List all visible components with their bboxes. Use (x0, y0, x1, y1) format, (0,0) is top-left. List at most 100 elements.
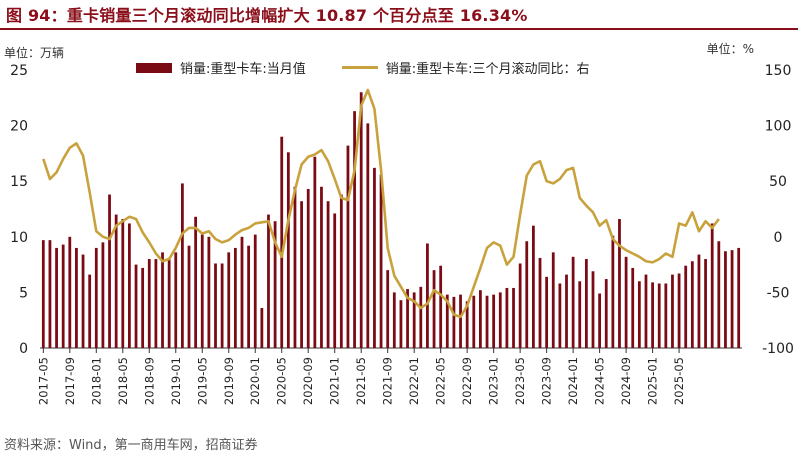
bar-mark (651, 282, 654, 348)
title-rule (0, 28, 798, 30)
bar-mark (551, 252, 555, 348)
bar-mark (498, 292, 502, 348)
left-axis-tick-label: 5 (19, 285, 28, 301)
x-axis-tick-label: 2021-01 (328, 357, 342, 405)
bar-mark (558, 283, 562, 348)
bar-mark (121, 219, 125, 348)
right-axis-tick-label: -100 (762, 341, 794, 357)
bar-mark (704, 259, 707, 348)
bar-mark (55, 247, 58, 348)
bar-mark (353, 111, 356, 348)
bar-mark (293, 186, 297, 348)
bar-mark (220, 263, 224, 348)
x-axis-tick-label: 2024-09 (619, 357, 633, 405)
bar-mark (68, 236, 72, 348)
x-axis-tick-label: 2021-05 (354, 357, 368, 405)
legend-bar-swatch (136, 62, 172, 73)
x-axis-tick-label: 2024-05 (593, 357, 607, 405)
bar-mark (565, 274, 568, 348)
x-axis-tick-label: 2020-09 (301, 357, 315, 405)
bar-mark (273, 221, 277, 348)
bar-mark (247, 245, 250, 348)
bar-mark (532, 225, 535, 348)
bar-mark (412, 292, 416, 348)
bar-mark (598, 293, 601, 348)
bar-mark (591, 271, 595, 348)
bar-mark (611, 235, 615, 348)
bar-mark (657, 283, 661, 348)
bar-mark (41, 240, 45, 348)
bar-mark (677, 273, 681, 348)
x-axis-tick-label: 2021-09 (381, 357, 395, 405)
x-axis-tick-label: 2022-05 (434, 357, 448, 405)
bar-mark (101, 242, 105, 348)
bar-mark (671, 274, 674, 348)
right-axis-tick-label: 50 (769, 174, 787, 190)
bar-mark (333, 213, 337, 348)
bar-mark (426, 243, 429, 348)
bar-mark (485, 295, 489, 348)
bar-mark (584, 259, 588, 348)
bar-mark (108, 194, 111, 348)
x-axis-tick-label: 2018-01 (89, 357, 103, 405)
bar-mark (233, 247, 237, 348)
right-axis-unit: 单位：% (706, 42, 754, 56)
bar-mark (200, 234, 204, 348)
bar-mark (644, 274, 648, 348)
bar-mark (479, 290, 482, 348)
bar-mark (690, 261, 694, 348)
bar-mark (618, 219, 621, 348)
x-axis-tick-label: 2019-05 (195, 357, 209, 405)
bar-mark (571, 256, 575, 348)
x-axis-tick-label: 2018-09 (142, 357, 156, 405)
bar-mark (386, 270, 390, 348)
bar-mark (207, 236, 211, 348)
bar-mark (313, 156, 317, 348)
bar-mark (419, 286, 423, 348)
yoy-line (42, 88, 720, 319)
bar-mark (214, 263, 217, 348)
right-axis-tick-label: -50 (767, 285, 790, 301)
bar-mark (141, 267, 145, 348)
legend-line-label: 销量:重型卡车:三个月滚动同比：右 (385, 62, 590, 77)
bar-mark (147, 259, 151, 348)
left-axis-tick-label: 10 (10, 230, 28, 246)
bar-mark (194, 216, 198, 348)
left-axis-tick-label: 15 (10, 174, 28, 190)
x-axis-tick-label: 2017-09 (63, 357, 77, 405)
chart-legend: 销量:重型卡车:当月值 销量:重型卡车:三个月滚动同比：右 (136, 58, 590, 77)
right-axis-tick-label: 0 (774, 230, 783, 246)
bar-mark (525, 241, 529, 348)
bar-mark (373, 167, 376, 348)
left-axis-unit: 单位：万辆 (4, 46, 65, 60)
bar-mark (439, 265, 443, 348)
bar-mark (300, 201, 303, 348)
bar-mark (432, 270, 436, 348)
bar-mark (326, 201, 330, 348)
bar-mark (637, 281, 641, 348)
bar-mark (664, 283, 668, 348)
x-axis-tick-label: 2023-05 (513, 357, 527, 405)
legend-line-swatch (341, 66, 378, 69)
x-axis-tick-label: 2022-09 (460, 357, 474, 405)
source-note: 资料来源：Wind，第一商用车网，招商证券 (4, 438, 258, 453)
bar-mark (346, 145, 350, 348)
bar-mark (154, 259, 158, 348)
bar-mark (684, 265, 688, 348)
bar-mark (227, 252, 231, 348)
bar-mark (174, 252, 178, 348)
bar-mark (737, 247, 741, 348)
bar-mark (320, 186, 323, 348)
bar-mark (452, 296, 456, 348)
bar-mark (134, 264, 138, 348)
bar-mark (578, 281, 582, 348)
bar-mark (459, 294, 462, 348)
bar-mark (492, 294, 496, 348)
bars-group (41, 92, 741, 349)
bar-mark (94, 247, 98, 348)
x-axis-tick-label: 2025-05 (672, 357, 686, 405)
bar-mark (128, 223, 131, 348)
bar-mark (730, 250, 734, 348)
x-axis-tick-label: 2019-01 (169, 357, 183, 405)
